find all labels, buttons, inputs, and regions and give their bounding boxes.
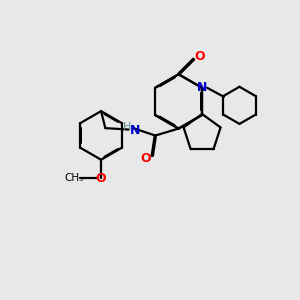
Text: O: O <box>141 152 151 165</box>
Text: CH₃: CH₃ <box>64 173 83 183</box>
Text: N: N <box>197 81 207 94</box>
Text: O: O <box>195 50 205 63</box>
Text: O: O <box>96 172 106 185</box>
Text: H: H <box>123 122 131 132</box>
Text: N: N <box>130 124 140 137</box>
